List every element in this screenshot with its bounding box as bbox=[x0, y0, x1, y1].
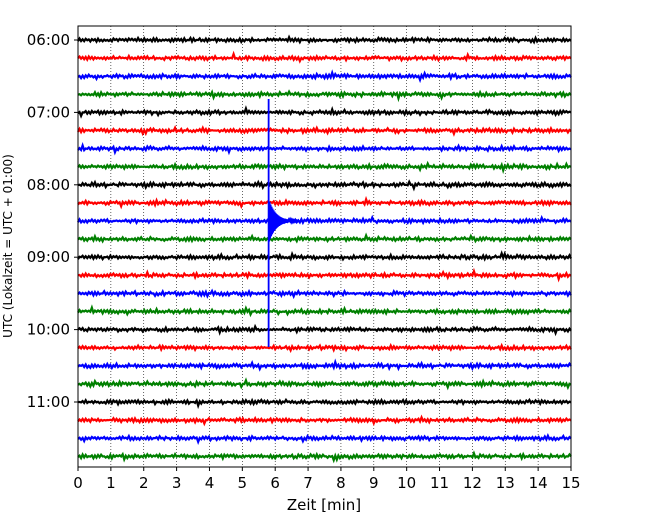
trace-row-1030 bbox=[77, 358, 572, 372]
trace-layer bbox=[77, 34, 572, 464]
trace-row-0745 bbox=[77, 160, 572, 175]
x-tick-label-8: 8 bbox=[336, 474, 346, 492]
x-tick-label-1: 1 bbox=[106, 474, 116, 492]
x-tick-label-4: 4 bbox=[205, 474, 215, 492]
trace-row-0700 bbox=[77, 105, 572, 119]
plot-frame bbox=[77, 25, 572, 468]
trace-row-0600 bbox=[77, 34, 572, 45]
trace-row-1015 bbox=[77, 342, 572, 354]
x-axis-label: Zeit [min] bbox=[287, 496, 361, 514]
x-tick-label-13: 13 bbox=[496, 474, 515, 492]
trace-row-0730 bbox=[77, 142, 572, 156]
trace-row-0715 bbox=[77, 125, 572, 137]
x-axis-ticks: 0 1 2 3 4 5 6 7 8 9 10 11 12 13 14 15 bbox=[73, 467, 581, 492]
y-tick-label-2: 08:00 bbox=[27, 176, 70, 194]
x-tick-label-2: 2 bbox=[139, 474, 149, 492]
trace-row-0645 bbox=[77, 89, 572, 103]
trace-row-0945 bbox=[77, 304, 572, 318]
trace-row-0615 bbox=[77, 50, 572, 64]
y-tick-label-0: 06:00 bbox=[27, 31, 70, 49]
x-tick-label-9: 9 bbox=[369, 474, 379, 492]
x-tick-label-10: 10 bbox=[397, 474, 416, 492]
event-layer bbox=[267, 99, 299, 348]
x-tick-label-12: 12 bbox=[463, 474, 482, 492]
y-axis-ticks: 06:00 07:00 08:00 09:00 10:00 11:00 bbox=[27, 31, 78, 411]
trace-row-1115 bbox=[77, 414, 572, 427]
trace-row-1145 bbox=[77, 450, 572, 464]
trace-row-0900 bbox=[77, 250, 572, 262]
trace-row-0830 bbox=[77, 214, 572, 226]
y-tick-label-1: 07:00 bbox=[27, 103, 70, 121]
trace-row-0800 bbox=[77, 179, 572, 192]
trace-row-1000 bbox=[77, 323, 572, 337]
trace-row-1100 bbox=[77, 397, 572, 410]
trace-row-0915 bbox=[77, 267, 572, 283]
x-tick-label-14: 14 bbox=[529, 474, 548, 492]
y-tick-label-3: 09:00 bbox=[27, 248, 70, 266]
x-tick-label-0: 0 bbox=[73, 474, 83, 492]
y-axis-label: UTC (Lokalzeit = UTC + 01:00) bbox=[1, 154, 15, 338]
trace-row-0815 bbox=[77, 195, 572, 210]
y-tick-label-5: 11:00 bbox=[27, 393, 70, 411]
x-tick-label-15: 15 bbox=[561, 474, 580, 492]
x-tick-label-7: 7 bbox=[303, 474, 313, 492]
x-tick-label-6: 6 bbox=[270, 474, 280, 492]
trace-row-1130 bbox=[77, 432, 572, 445]
x-tick-label-5: 5 bbox=[238, 474, 248, 492]
x-tick-label-11: 11 bbox=[430, 474, 449, 492]
y-tick-label-4: 10:00 bbox=[27, 321, 70, 339]
trace-row-1045 bbox=[77, 377, 572, 391]
event-spike-0 bbox=[267, 99, 299, 348]
trace-row-0930 bbox=[77, 288, 572, 300]
trace-row-0845 bbox=[77, 232, 572, 244]
x-tick-label-3: 3 bbox=[172, 474, 182, 492]
trace-row-0630 bbox=[77, 69, 572, 84]
